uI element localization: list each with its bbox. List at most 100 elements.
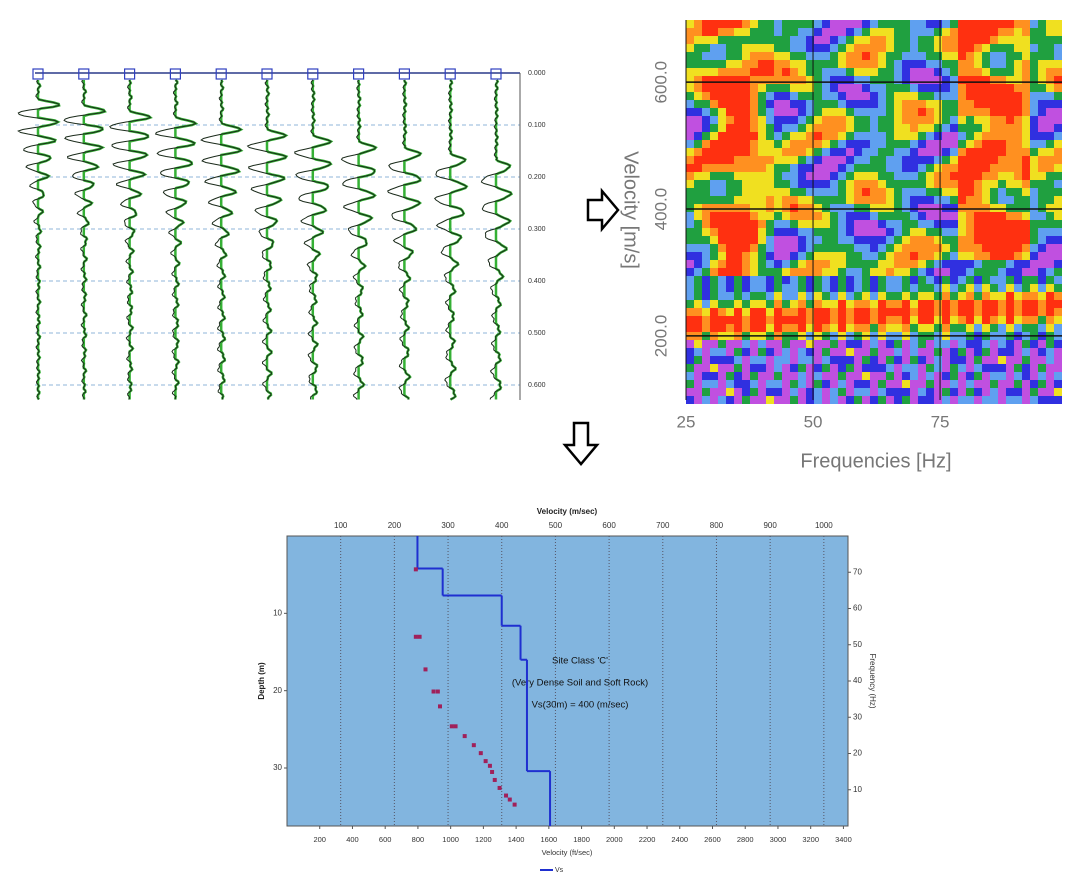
heat-cell <box>1014 268 1022 276</box>
trace-marker <box>261 68 273 80</box>
heat-cell <box>902 44 910 52</box>
heat-cell <box>1038 348 1046 356</box>
heat-cell <box>782 276 790 284</box>
heat-cell <box>1046 132 1054 140</box>
heat-cell <box>1038 340 1046 348</box>
heat-cell <box>894 172 902 180</box>
heat-cell <box>870 324 878 332</box>
heat-cell <box>782 228 790 236</box>
y-tick-label: 30 <box>273 763 282 772</box>
heat-cell <box>686 164 694 172</box>
heat-cell <box>1038 132 1046 140</box>
heat-cell <box>758 372 766 380</box>
heat-cell <box>926 284 934 292</box>
heat-cell <box>998 204 1006 212</box>
heat-cell <box>846 236 854 244</box>
heat-cell <box>710 356 718 364</box>
heat-cell <box>1022 100 1030 108</box>
heat-cell <box>830 308 838 316</box>
heat-cell <box>894 148 902 156</box>
heat-cell <box>966 100 974 108</box>
heat-cell <box>1014 380 1022 388</box>
heat-cell <box>846 380 854 388</box>
heat-cell <box>878 388 886 396</box>
heat-cell <box>886 300 894 308</box>
heat-cell <box>910 380 918 388</box>
heat-cell <box>998 212 1006 220</box>
x-tick-label: 75 <box>931 412 950 431</box>
chart-title: Velocity (m/sec) <box>537 507 598 516</box>
heat-cell <box>878 260 886 268</box>
trace-marker <box>353 68 365 80</box>
heat-cell <box>942 284 950 292</box>
heat-cell <box>790 364 798 372</box>
heat-cell <box>1006 396 1014 404</box>
heat-cell <box>814 340 822 348</box>
trace-fill <box>36 80 61 401</box>
heat-cell <box>718 68 726 76</box>
heat-cell <box>846 172 854 180</box>
heat-cell <box>862 316 870 324</box>
heat-cell <box>982 44 990 52</box>
heat-cell <box>726 188 734 196</box>
heat-cell <box>950 212 958 220</box>
heat-cell <box>910 364 918 372</box>
heat-cell <box>894 284 902 292</box>
heat-cell <box>782 100 790 108</box>
heat-cell <box>870 396 878 404</box>
heat-cell <box>766 84 774 92</box>
heat-cell <box>910 76 918 84</box>
heat-cell <box>902 156 910 164</box>
heat-cell <box>950 340 958 348</box>
heat-cell <box>926 116 934 124</box>
arrow-right <box>586 187 620 233</box>
heat-cell <box>1022 124 1030 132</box>
heat-cell <box>726 324 734 332</box>
heat-cell <box>942 188 950 196</box>
heat-cell <box>1014 36 1022 44</box>
heat-cell <box>894 260 902 268</box>
heat-cell <box>694 140 702 148</box>
heat-cell <box>958 140 966 148</box>
heat-cell <box>918 284 926 292</box>
heat-cell <box>782 396 790 404</box>
heat-cell <box>702 60 710 68</box>
heat-cell <box>918 124 926 132</box>
heat-cell <box>798 140 806 148</box>
heat-cell <box>718 276 726 284</box>
heat-cell <box>758 388 766 396</box>
heat-cell <box>846 60 854 68</box>
heat-cell <box>942 212 950 220</box>
heat-cell <box>910 396 918 404</box>
heat-cell <box>710 308 718 316</box>
heat-cell <box>766 308 774 316</box>
heat-cell <box>750 84 758 92</box>
top-tick-label: 300 <box>441 521 455 530</box>
heat-cell <box>966 148 974 156</box>
bottom-tick-label: 2000 <box>606 835 623 844</box>
heat-cell <box>806 300 814 308</box>
heat-cell <box>774 164 782 172</box>
heat-cell <box>854 44 862 52</box>
heat-cell <box>830 324 838 332</box>
heat-cell <box>870 164 878 172</box>
heat-cell <box>870 364 878 372</box>
heat-cell <box>838 180 846 188</box>
heat-cell <box>702 292 710 300</box>
heat-cell <box>846 284 854 292</box>
heat-cell <box>710 260 718 268</box>
heat-cell <box>814 276 822 284</box>
heat-cell <box>878 340 886 348</box>
heat-cell <box>894 204 902 212</box>
heat-cell <box>854 164 862 172</box>
heat-cell <box>782 268 790 276</box>
heat-cell <box>694 204 702 212</box>
heat-cell <box>1022 324 1030 332</box>
heat-cell <box>982 292 990 300</box>
heat-cell <box>686 284 694 292</box>
heat-cell <box>726 52 734 60</box>
heat-cell <box>902 76 910 84</box>
heat-cell <box>1054 252 1062 260</box>
heat-cell <box>1022 388 1030 396</box>
heat-cell <box>934 316 942 324</box>
